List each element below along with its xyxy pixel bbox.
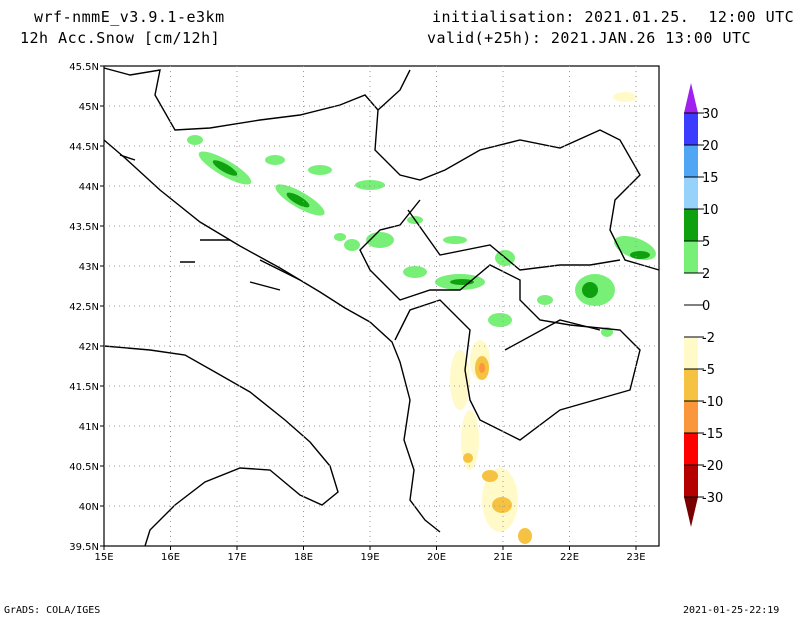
lat-label: 43N [79, 262, 99, 273]
colorbar-label: -15 [702, 427, 723, 442]
lat-label: 41N [79, 422, 99, 433]
lon-label: 15E [94, 552, 113, 563]
snow-field [187, 92, 656, 544]
variable-title: 12h Acc.Snow [cm/12h] [20, 29, 221, 47]
colorbar-box [684, 177, 698, 209]
lon-label: 17E [227, 552, 246, 563]
lat-label: 45.5N [69, 62, 99, 73]
gridlines [104, 66, 659, 546]
colorbar-box [684, 145, 698, 177]
colorbar-label: -10 [702, 395, 723, 410]
coastlines-borders [103, 67, 660, 547]
lat-labels: 45.5N 45N 44.5N 44N 43.5N 43N 42.5N 42N 41.5N 41N… [69, 62, 104, 553]
colorbar-label: -2 [702, 331, 715, 346]
colorbar-label: 20 [702, 139, 719, 154]
colorbar-box [684, 369, 698, 401]
lat-label: 40N [79, 502, 99, 513]
colorbar-box [684, 305, 698, 337]
lat-label: 44.5N [69, 142, 99, 153]
init-time: initialisation: 2021.01.25. 12:00 UTC [432, 8, 795, 26]
lon-label: 21E [493, 552, 512, 563]
colorbar-label: 5 [702, 235, 710, 250]
lat-label: 41.5N [69, 382, 99, 393]
colorbar-box [684, 273, 698, 305]
colorbar-label: -5 [702, 363, 715, 378]
colorbar-top-arrow [684, 83, 698, 113]
lon-label: 19E [360, 552, 379, 563]
colorbar-box [684, 401, 698, 433]
lat-label: 44N [79, 182, 99, 193]
colorbar-box [684, 465, 698, 497]
colorbar-label: 10 [702, 203, 719, 218]
lat-label: 45N [79, 102, 99, 113]
lon-label: 20E [427, 552, 446, 563]
lat-label: 42N [79, 342, 99, 353]
footer-timestamp: 2021-01-25-22:19 [683, 605, 780, 616]
lat-label: 43.5N [69, 222, 99, 233]
valid-time: valid(+25h): 2021.JAN.26 13:00 UTC [427, 29, 752, 47]
colorbar-box [684, 241, 698, 273]
lon-label: 18E [294, 552, 313, 563]
colorbar-label: 30 [702, 107, 719, 122]
colorbar-box [684, 113, 698, 145]
lon-label: 16E [161, 552, 180, 563]
colorbar-box [684, 433, 698, 465]
lat-label: 42.5N [69, 302, 99, 313]
colorbar-box [684, 337, 698, 369]
lat-label: 39.5N [69, 542, 99, 553]
colorbar-label: 15 [702, 171, 719, 186]
footer-grads: GrADS: COLA/IGES [4, 605, 101, 616]
lon-label: 22E [560, 552, 579, 563]
lat-label: 40.5N [69, 462, 99, 473]
colorbar-label: -30 [702, 491, 723, 506]
model-title: wrf-nmmE_v3.9.1-e3km [34, 8, 225, 26]
colorbar-label: -20 [702, 459, 723, 474]
colorbar-box [684, 209, 698, 241]
colorbar-label: 2 [702, 267, 710, 282]
colorbar-bottom-arrow [684, 497, 698, 527]
lon-label: 23E [626, 552, 645, 563]
lon-labels: 15E 16E 17E 18E 19E 20E 21E 22E 23E [94, 546, 646, 563]
colorbar-label: 0 [702, 299, 710, 314]
